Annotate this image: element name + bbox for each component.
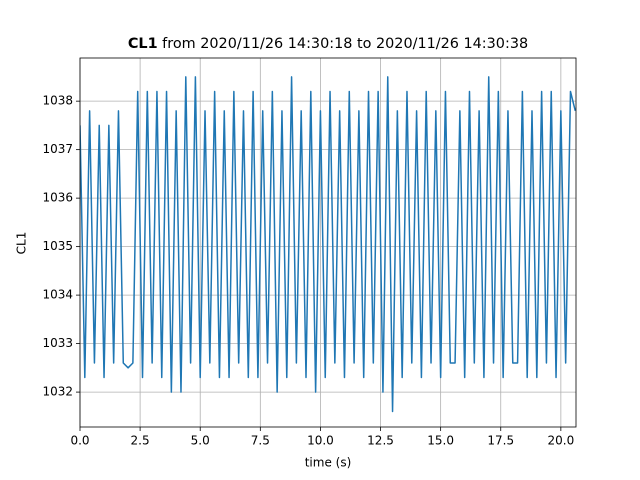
y-tick-label: 1037 — [42, 142, 73, 156]
y-tick-label: 1036 — [42, 191, 73, 205]
y-axis-label: CL1 — [15, 232, 29, 255]
x-axis-label: time (s) — [305, 456, 352, 470]
data-line — [80, 76, 576, 413]
y-tick-label: 1035 — [42, 239, 73, 253]
title-bold: CL1 — [128, 36, 158, 52]
y-tick-label: 1033 — [42, 336, 73, 350]
x-tick-label: 20.0 — [547, 434, 574, 448]
y-tick-label: 1034 — [42, 288, 73, 302]
x-tick-label: 10.0 — [307, 434, 334, 448]
x-tick-label: 12.5 — [367, 434, 394, 448]
x-tick-label: 0.0 — [70, 434, 89, 448]
x-tick-label: 5.0 — [191, 434, 210, 448]
title-rest: from 2020/11/26 14:30:18 to 2020/11/26 1… — [162, 36, 528, 52]
x-tick-label: 17.5 — [487, 434, 514, 448]
y-tick-label: 1032 — [42, 385, 73, 399]
x-tick-label: 2.5 — [131, 434, 150, 448]
x-tick-label: 15.0 — [427, 434, 454, 448]
chart-title: CL1 from 2020/11/26 14:30:18 to 2020/11/… — [128, 36, 528, 52]
y-tick-label: 1038 — [42, 94, 73, 108]
plot-frame — [79, 57, 577, 428]
x-tick-label: 7.5 — [251, 434, 270, 448]
